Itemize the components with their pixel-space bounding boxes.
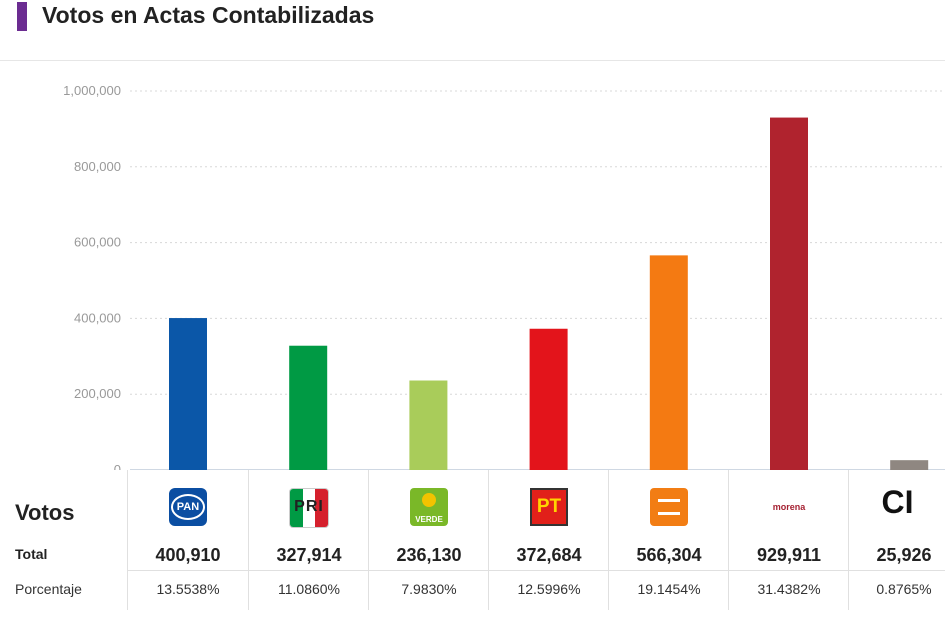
row-label-votos: Votos xyxy=(15,500,75,525)
bar-chart: 1,000,000 800,000 600,000 400,000 200,000 0 xyxy=(63,83,945,470)
bar-pan[interactable] xyxy=(169,318,207,470)
party-percentage: 11.0860% xyxy=(277,581,340,597)
y-tick-label: 400,000 xyxy=(74,310,121,325)
results-table: Votos Total Porcentaje PAN 400,910 13.55… xyxy=(0,470,945,617)
y-tick-label: 1,000,000 xyxy=(63,83,121,98)
y-tick-label: 600,000 xyxy=(74,235,121,250)
party-column-pri: PRI 327,914 11.0860% xyxy=(248,470,369,610)
page-title: Votos en Actas Contabilizadas xyxy=(42,2,375,28)
party-total: 372,684 xyxy=(516,545,582,565)
party-total: 327,914 xyxy=(276,545,342,565)
party-percentage: 13.5538% xyxy=(156,581,220,597)
bar-morena[interactable] xyxy=(770,117,808,470)
y-axis-ticks: 1,000,000 800,000 600,000 400,000 200,000 0 xyxy=(63,83,121,470)
mc-logo-icon xyxy=(650,488,688,526)
bar-pri[interactable] xyxy=(289,345,328,470)
row-label-porcentaje: Porcentaje xyxy=(15,581,82,597)
party-total: 929,911 xyxy=(756,545,822,565)
party-column-pt: PT 372,684 12.5996% xyxy=(488,470,609,610)
party-percentage: 12.5996% xyxy=(517,581,581,597)
row-label-total: Total xyxy=(15,546,48,562)
party-percentage: 19.1454% xyxy=(637,581,701,597)
party-column-ci: CI 25,926 0.8765% xyxy=(848,470,945,610)
party-total: 236,130 xyxy=(396,545,462,565)
morena-logo-icon: morena xyxy=(772,502,806,512)
y-tick-label: 0 xyxy=(114,462,121,470)
party-percentage: 0.8765% xyxy=(876,581,932,597)
bar-verde[interactable] xyxy=(409,380,448,470)
pt-logo-icon: PT xyxy=(530,488,568,526)
bar-ci[interactable] xyxy=(890,460,929,470)
page-header: Votos en Actas Contabilizadas xyxy=(0,0,945,61)
party-total: 25,926 xyxy=(876,545,932,565)
chart-bars xyxy=(169,117,929,470)
pri-logo-icon: PRI xyxy=(289,488,329,528)
ci-logo-icon: CI xyxy=(881,484,914,520)
bar-pt[interactable] xyxy=(529,328,568,470)
party-total: 566,304 xyxy=(636,545,702,565)
party-total: 400,910 xyxy=(155,545,221,565)
bar-mc[interactable] xyxy=(649,255,688,470)
verde-logo-icon: VERDE xyxy=(410,488,448,526)
party-column-mc: 566,304 19.1454% xyxy=(608,470,729,610)
pan-logo-icon: PAN xyxy=(169,488,207,526)
party-column-verde: VERDE 236,130 7.9830% xyxy=(368,470,489,610)
title-accent-bar xyxy=(17,2,27,31)
party-percentage: 7.9830% xyxy=(401,581,457,597)
party-percentage: 31.4382% xyxy=(757,581,821,597)
y-tick-label: 200,000 xyxy=(74,386,121,401)
y-tick-label: 800,000 xyxy=(74,159,121,174)
party-column-morena: morena 929,911 31.4382% xyxy=(728,470,849,610)
party-column-pan: PAN 400,910 13.5538% xyxy=(127,470,248,610)
